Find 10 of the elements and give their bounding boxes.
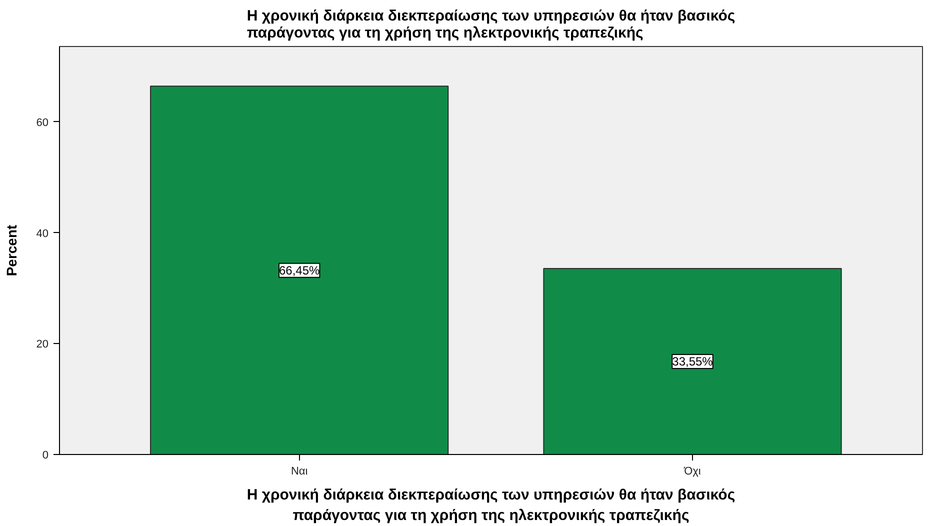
y-tick-label: 0 — [42, 450, 49, 462]
y-tick-label: 20 — [36, 338, 49, 351]
x-axis-title: Η χρονική διάρκεια διεκπεραίωσης των υπηρεσιών θα ήταν βασικός παράγοντας για τη χρήση της ηλεκτρονικής τραπεζικής — [246, 486, 736, 524]
x-tick-label: Όχι — [683, 466, 702, 478]
x-tick-label: Ναι — [290, 466, 308, 478]
y-tick-label: 60 — [36, 116, 49, 129]
y-axis-title: Percent — [3, 224, 20, 276]
data-label: 33,55% — [672, 354, 714, 369]
chart-title: Η χρονική διάρκεια διεκπεραίωσης των υπηρεσιών θα ήταν βασικός παράγοντας για τη χρήση της ηλεκτρονικής τραπεζικής — [246, 8, 736, 42]
y-tick-label: 40 — [36, 228, 49, 240]
